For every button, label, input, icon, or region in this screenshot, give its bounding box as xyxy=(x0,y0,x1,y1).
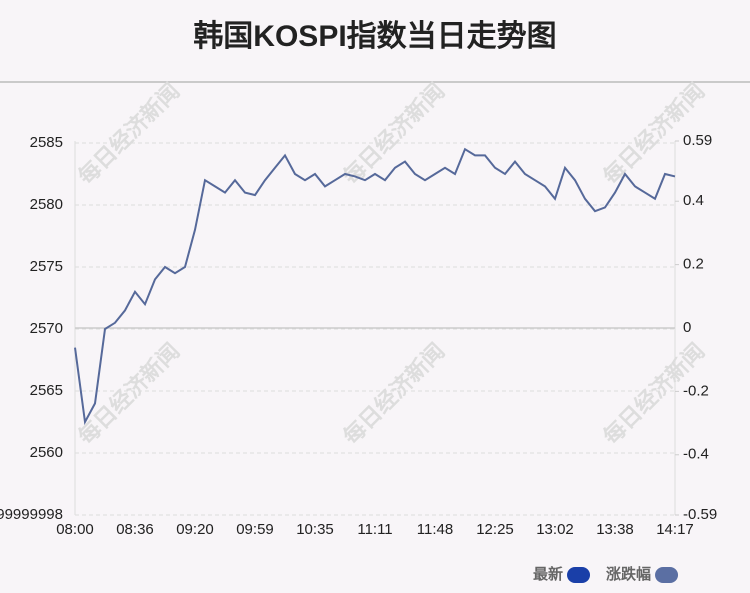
y2-tick-label: -0.59 xyxy=(683,506,717,523)
y-tick-label: 2565 xyxy=(30,382,63,399)
y-tick-label: 2575 xyxy=(30,258,63,275)
y2-tick-label: -0.2 xyxy=(683,382,709,399)
x-tick-label: 11:48 xyxy=(417,521,453,538)
y-tick-label: 2554.9999999998 xyxy=(0,506,63,523)
x-tick-label: 10:35 xyxy=(296,521,334,538)
y2-tick-label: 0 xyxy=(683,319,691,336)
series-line xyxy=(74,147,676,426)
y2-tick-label: 0.2 xyxy=(683,256,704,273)
y-tick-label: 2570 xyxy=(30,320,63,337)
watermark: 每日经济新闻 xyxy=(338,78,449,189)
x-tick-label: 11:11 xyxy=(357,521,392,538)
y2-tick-label: 0.59 xyxy=(683,132,712,149)
x-tick-label: 13:38 xyxy=(596,521,634,538)
chart-title: 韩国KOSPI指数当日走势图 xyxy=(193,20,556,53)
y2-tick-label: 0.4 xyxy=(683,192,704,209)
legend-swatch xyxy=(655,567,679,583)
y-tick-label: 2580 xyxy=(30,196,63,213)
x-tick-label: 08:36 xyxy=(116,521,154,538)
y-tick-label: 2585 xyxy=(30,134,63,151)
watermark: 每日经济新闻 xyxy=(338,338,449,449)
y2-tick-label: -0.4 xyxy=(683,446,709,463)
y-tick-label: 2560 xyxy=(30,444,63,461)
legend-swatch xyxy=(567,567,591,583)
legend-label: 涨跌幅 xyxy=(606,565,651,583)
watermark: 每日经济新闻 xyxy=(73,338,184,449)
x-tick-label: 12:25 xyxy=(476,521,514,538)
x-tick-label: 09:59 xyxy=(236,521,274,538)
x-tick-label: 13:02 xyxy=(536,521,574,538)
x-tick-label: 08:00 xyxy=(56,521,94,538)
x-tick-label: 09:20 xyxy=(176,521,214,538)
x-tick-label: 14:17 xyxy=(656,521,694,538)
legend-label: 最新 xyxy=(533,565,563,583)
watermark: 每日经济新闻 xyxy=(73,78,184,189)
watermarks: 每日经济新闻 每日经济新闻 每日经济新闻 每日经济新闻 每日经济新闻 每日经济新… xyxy=(73,78,709,449)
